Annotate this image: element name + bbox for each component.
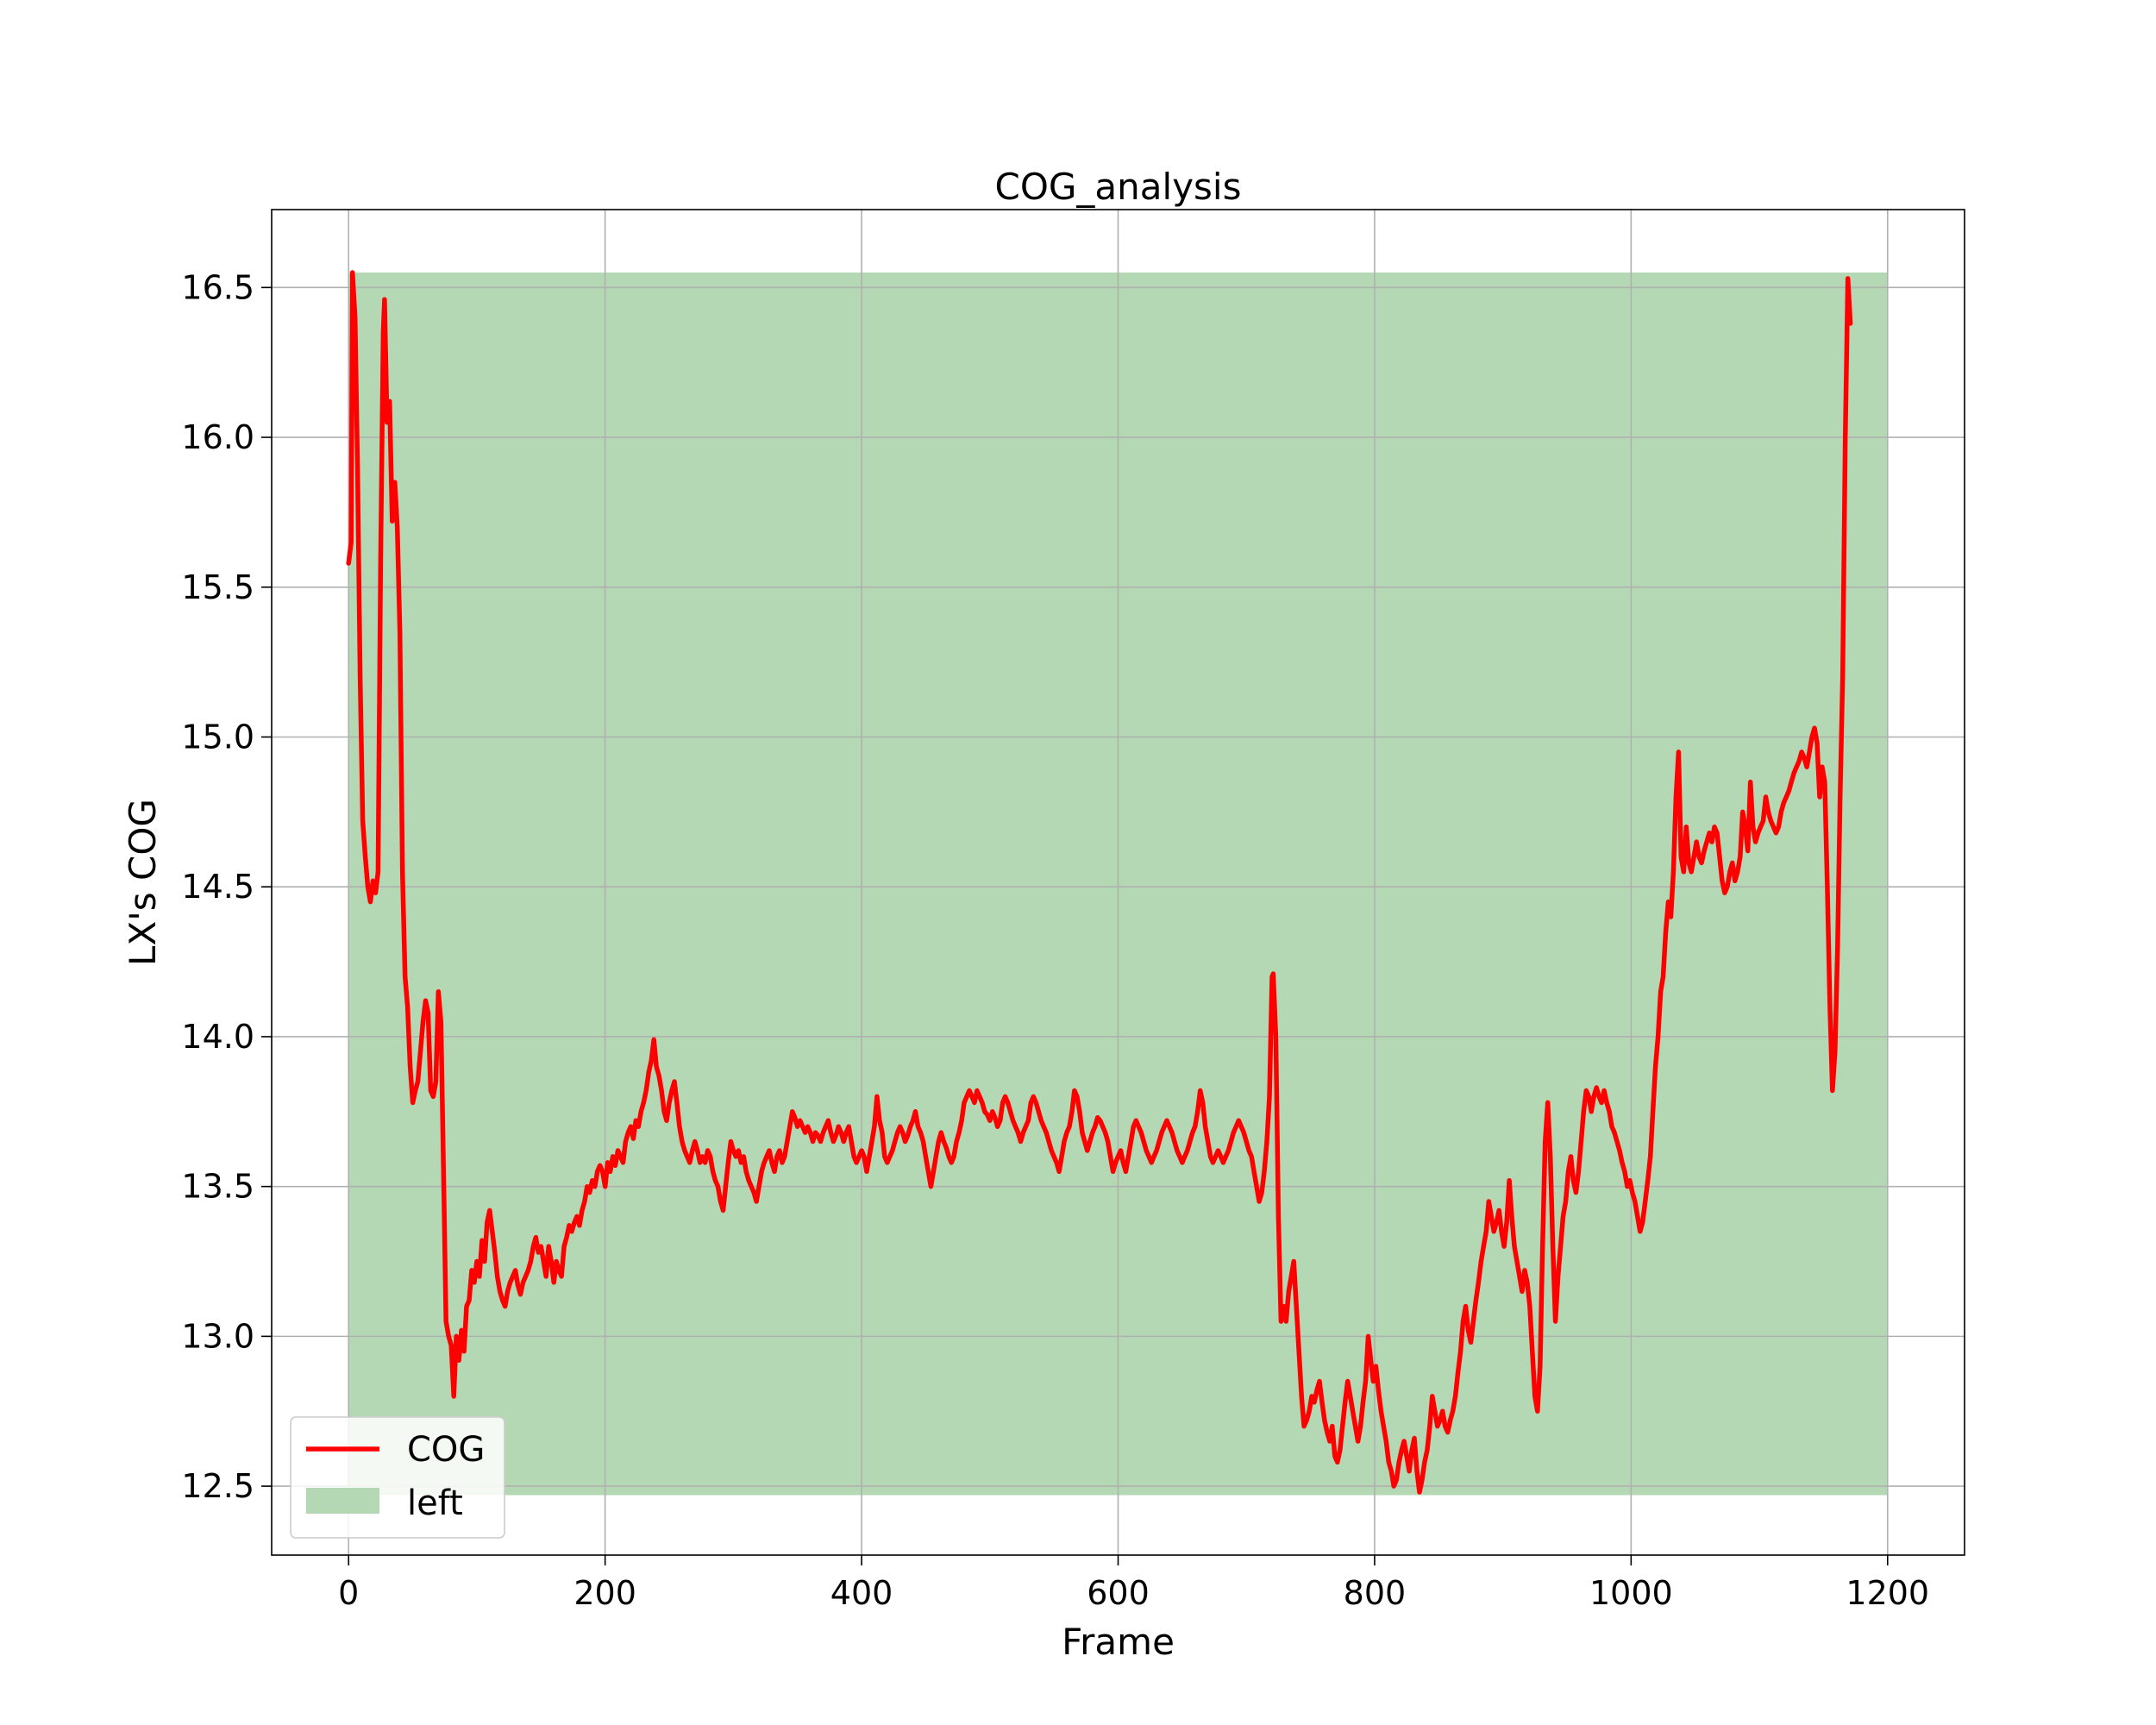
y-tick-label: 15.0 xyxy=(181,718,254,756)
x-tick-label: 1000 xyxy=(1589,1574,1673,1612)
y-tick-label: 14.5 xyxy=(181,868,254,906)
x-tick-label: 200 xyxy=(573,1574,636,1612)
x-tick-label: 0 xyxy=(338,1574,359,1612)
y-tick-label: 15.5 xyxy=(181,568,254,606)
y-tick-label: 13.5 xyxy=(181,1168,254,1206)
chart-title: COG_analysis xyxy=(995,166,1242,208)
x-tick-label: 800 xyxy=(1344,1574,1407,1612)
legend-swatch-left xyxy=(306,1488,379,1514)
x-tick-label: 1200 xyxy=(1846,1574,1929,1612)
y-tick-label: 14.0 xyxy=(181,1018,254,1056)
legend-label-cog: COG xyxy=(407,1430,485,1470)
y-tick-label: 12.5 xyxy=(181,1467,254,1505)
x-tick-label: 400 xyxy=(830,1574,893,1612)
y-tick-label: 16.5 xyxy=(181,268,254,306)
x-tick-label: 600 xyxy=(1087,1574,1150,1612)
y-tick-label: 13.0 xyxy=(181,1317,254,1355)
legend-label-left: left xyxy=(407,1484,463,1523)
legend: COG left xyxy=(291,1417,505,1538)
y-axis-title: LX's COG xyxy=(122,799,164,966)
x-axis-title: Frame xyxy=(1062,1621,1175,1663)
y-tick-label: 16.0 xyxy=(181,418,254,456)
